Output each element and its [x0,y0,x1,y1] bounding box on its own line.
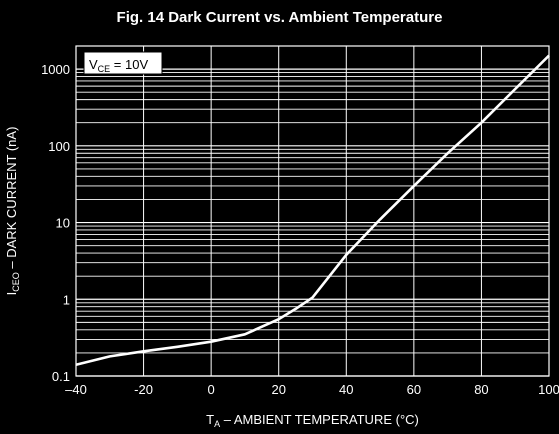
x-tick-label: 80 [474,382,488,397]
data-point [109,356,110,357]
data-point [177,346,178,347]
chart-title: Fig. 14 Dark Current vs. Ambient Tempera… [117,9,443,26]
data-point [549,55,550,56]
data-point [76,364,77,365]
dark-current-curve [75,54,550,367]
y-tick-label: 10 [56,216,70,231]
y-tick-label: 0.1 [52,369,70,384]
data-point [447,153,448,154]
data-point [380,219,381,220]
x-tick-label: 60 [407,382,421,397]
plot-area: VCE = 10V [75,45,550,377]
data-point [413,185,414,186]
x-tick-label: 20 [271,382,285,397]
x-tick-label: –40 [65,382,87,397]
x-tick-label: 40 [339,382,353,397]
data-point [211,341,212,342]
x-tick-label: -20 [134,382,153,397]
plot-background [76,46,549,376]
data-point [481,122,482,123]
data-point [312,297,313,298]
data-point [295,308,296,309]
data-point [346,254,347,255]
data-point [278,319,279,320]
y-axis-label: ICEO – DARK CURRENT (nA) [4,127,21,296]
data-point [515,89,516,90]
x-tick-label: 0 [208,382,215,397]
plot-frame [75,45,550,377]
x-axis-label: TA – AMBIENT TEMPERATURE (°C) [206,412,419,429]
y-tick-label: 1000 [41,62,70,77]
data-point [143,351,144,352]
y-tick-label: 1 [63,292,70,307]
axis-labels: –40 -20 0 20 40 60 80 100 0.1 1 10 100 1000 TA – AMBI… [4,62,559,429]
annotation-box [83,51,163,75]
data-point [244,334,245,335]
y-tick-label: 100 [48,139,70,154]
x-tick-label: 100 [538,382,559,397]
